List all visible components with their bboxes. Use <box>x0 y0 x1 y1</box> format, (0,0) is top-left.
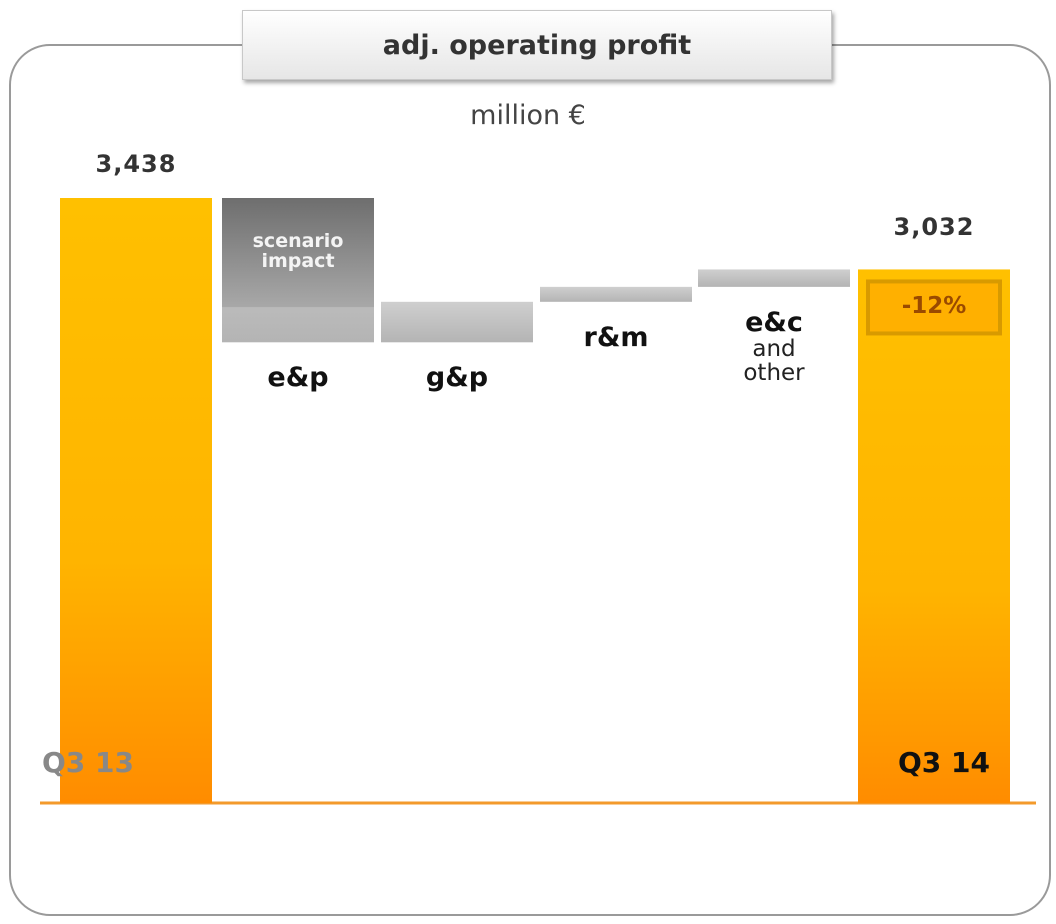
chart-subtitle: million € <box>470 100 586 131</box>
category-sublabel: and other <box>743 335 805 386</box>
scenario-bar <box>222 198 374 308</box>
step-bar <box>698 269 850 287</box>
change-box <box>866 279 1002 336</box>
value-label: 3,032 <box>893 213 975 242</box>
category-label: e&c <box>745 306 803 338</box>
change-label: -12% <box>901 293 967 320</box>
chart-title: adj. operating profit <box>242 10 832 80</box>
scenario-label: scenario impact <box>252 230 344 272</box>
bar <box>60 198 212 803</box>
step-bar <box>540 286 692 302</box>
category-label: r&m <box>583 321 649 353</box>
category-label: g&p <box>425 362 489 394</box>
x-label: Q3 13 <box>42 746 134 779</box>
value-label: 3,438 <box>95 150 177 178</box>
category-label: e&p <box>267 362 329 394</box>
step-bar <box>381 301 533 343</box>
x-label: Q3 14 <box>898 746 990 779</box>
bar <box>858 269 1010 803</box>
